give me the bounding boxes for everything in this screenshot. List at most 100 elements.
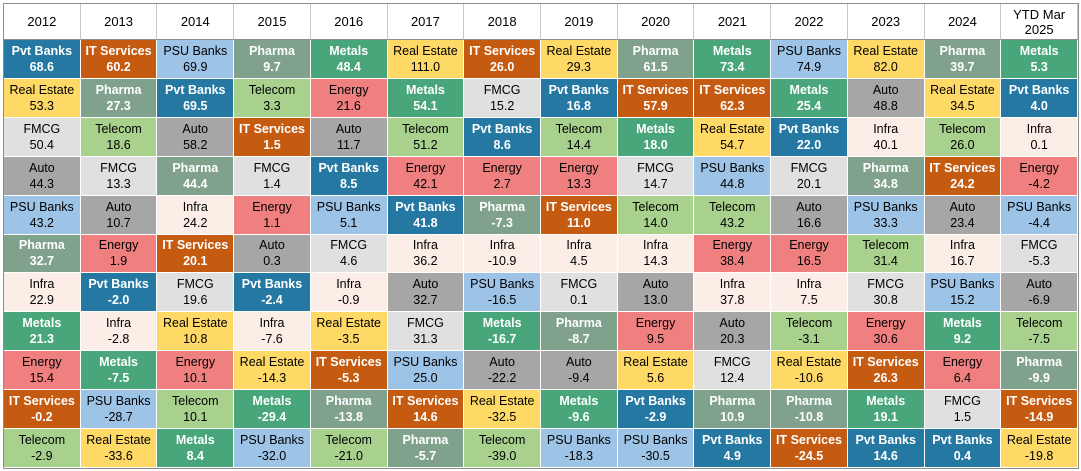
sector-return: 22.0	[796, 137, 822, 152]
sector-return: 111.0	[410, 59, 441, 74]
sector-cell-auto: Auto -22.2	[464, 351, 541, 391]
sector-return: 18.6	[106, 137, 131, 152]
sector-return: -4.2	[1028, 176, 1050, 191]
sector-cell-auto: Auto 13.0	[617, 273, 695, 313]
sector-cell-it-services: IT Services 60.2	[80, 40, 158, 79]
sector-cell-psu-banks: PSU Banks 69.9	[157, 40, 235, 79]
sector-cell-auto: Auto 0.3	[234, 234, 311, 274]
sector-name: Metals	[1019, 43, 1059, 58]
sector-cell-pvt-banks: Pvt Banks -2.4	[234, 273, 311, 313]
sector-name: FMCG	[100, 160, 137, 175]
sector-name: Energy	[635, 316, 676, 331]
sector-cell-pvt-banks: Pvt Banks 4.0	[1001, 78, 1078, 118]
sector-cell-energy: Energy 15.4	[4, 351, 81, 391]
sector-return: 0.4	[953, 449, 972, 464]
sector-return: 3.3	[263, 98, 281, 113]
sector-return: 4.0	[1030, 98, 1048, 113]
sector-cell-fmcg: FMCG 4.6	[310, 234, 388, 274]
sector-name: Energy	[712, 238, 753, 253]
sector-return: -14.3	[257, 371, 287, 386]
sector-cell-pharma: Pharma -10.8	[771, 390, 848, 430]
sector-name: Pharma	[95, 82, 142, 97]
sector-cell-infra: Infra 16.7	[924, 234, 1002, 274]
sector-return: 1.9	[109, 254, 128, 269]
sector-return: 73.4	[720, 59, 745, 74]
sector-cell-it-services: IT Services -5.3	[310, 351, 388, 391]
sector-cell-metals: Metals -16.7	[464, 312, 541, 352]
sector-return: 31.3	[413, 332, 438, 347]
sector-name: PSU Banks	[853, 199, 918, 214]
sector-cell-fmcg: FMCG 19.6	[157, 273, 235, 313]
sector-cell-psu-banks: PSU Banks 15.2	[924, 273, 1002, 313]
sector-cell-it-services: IT Services 62.3	[694, 78, 772, 118]
sector-return: -2.9	[644, 410, 667, 425]
sector-cell-pvt-banks: Pvt Banks 4.9	[694, 429, 772, 468]
sector-return: 13.3	[566, 176, 592, 191]
sector-cell-infra: Infra 7.5	[771, 273, 848, 313]
sector-name: PSU Banks	[777, 43, 841, 58]
sector-return: -14.9	[1024, 410, 1054, 425]
sector-cell-pvt-banks: Pvt Banks 16.8	[541, 78, 618, 118]
sector-name: Real Estate	[1006, 433, 1072, 448]
sector-cell-real-estate: Real Estate 5.6	[617, 351, 695, 391]
sector-name: PSU Banks	[1007, 199, 1072, 214]
sector-return: 4.9	[723, 449, 741, 464]
sector-name: PSU Banks	[240, 433, 304, 448]
sector-cell-telecom: Telecom 26.0	[924, 117, 1002, 157]
sector-cell-real-estate: Real Estate -33.6	[80, 429, 158, 468]
sector-cell-infra: Infra 37.8	[694, 273, 772, 313]
sector-return: 30.6	[873, 332, 898, 347]
sector-return: 10.1	[183, 371, 208, 386]
sector-cell-psu-banks: PSU Banks 33.3	[847, 195, 925, 235]
sector-cell-psu-banks: PSU Banks 43.2	[4, 195, 81, 235]
sector-cell-metals: Metals 54.1	[387, 78, 465, 118]
sector-cell-energy: Energy 10.1	[157, 351, 235, 391]
sector-cell-telecom: Telecom 51.2	[387, 117, 465, 157]
year-header-7: 2019	[541, 4, 618, 40]
sector-cell-pharma: Pharma -5.7	[387, 429, 465, 468]
sector-name: PSU Banks	[700, 160, 765, 175]
sector-return: 21.6	[336, 98, 361, 113]
sector-return: 34.8	[873, 176, 898, 191]
sector-name: Infra	[29, 277, 55, 292]
sector-return: 8.4	[186, 449, 204, 464]
sector-name: Telecom	[632, 199, 679, 214]
sector-name: PSU Banks	[163, 43, 228, 58]
sector-return: 57.9	[643, 98, 668, 113]
sector-name: Infra	[182, 199, 208, 214]
sector-return: 82.0	[873, 59, 898, 74]
sector-cell-real-estate: Real Estate 54.7	[694, 117, 772, 157]
sector-name: Telecom	[555, 121, 603, 136]
sector-name: Real Estate	[316, 316, 382, 331]
sector-name: Auto	[105, 199, 132, 214]
sector-return: 39.7	[950, 59, 975, 74]
sector-name: Auto	[335, 121, 362, 136]
sector-name: Pharma	[1016, 355, 1063, 370]
sector-cell-pvt-banks: Pvt Banks 14.6	[847, 429, 925, 468]
sector-cell-psu-banks: PSU Banks -16.5	[464, 273, 541, 313]
sector-return: 13.0	[643, 293, 668, 308]
sector-return: 20.3	[720, 332, 745, 347]
sector-return: -0.2	[31, 410, 53, 425]
sector-return: 37.8	[720, 293, 745, 308]
sector-name: Energy	[865, 316, 906, 331]
sector-return: 1.1	[263, 215, 281, 230]
year-header-12: 2024	[924, 4, 1002, 40]
sector-cell-infra: Infra 14.3	[617, 234, 695, 274]
year-header-5: 2017	[387, 4, 465, 40]
sector-cell-real-estate: Real Estate 10.8	[157, 312, 235, 352]
sector-name: Pharma	[18, 238, 65, 253]
sector-name: Infra	[1026, 121, 1052, 136]
sector-return: 20.1	[183, 254, 208, 269]
sector-cell-fmcg: FMCG 20.1	[771, 156, 848, 196]
sector-name: Real Estate	[546, 43, 612, 58]
sector-return: -9.4	[568, 371, 590, 386]
sector-return: 10.1	[183, 410, 208, 425]
sector-return: 27.3	[106, 98, 131, 113]
sector-return: 5.6	[646, 371, 665, 386]
sector-return: 29.3	[566, 59, 592, 74]
sector-name: Metals	[405, 82, 445, 97]
sector-name: Infra	[106, 316, 132, 331]
sector-return: -8.7	[568, 332, 590, 347]
sector-cell-auto: Auto 11.7	[310, 117, 388, 157]
